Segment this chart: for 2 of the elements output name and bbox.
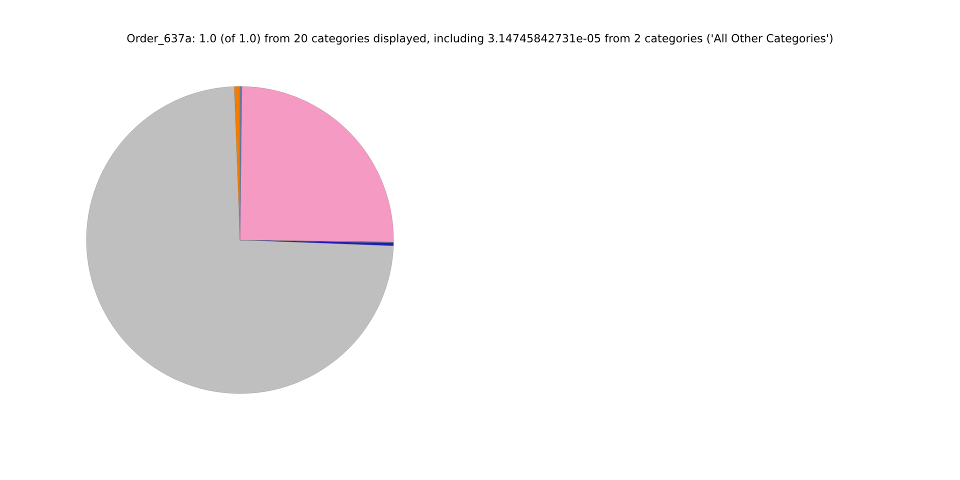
text: Order_637a: 1.0 (of 1.0) from 20 categories displayed, including 3.14745842731e-05 from 2 categories ('All Other Categories') xyxy=(127,34,832,45)
pie-slice xyxy=(86,86,394,394)
